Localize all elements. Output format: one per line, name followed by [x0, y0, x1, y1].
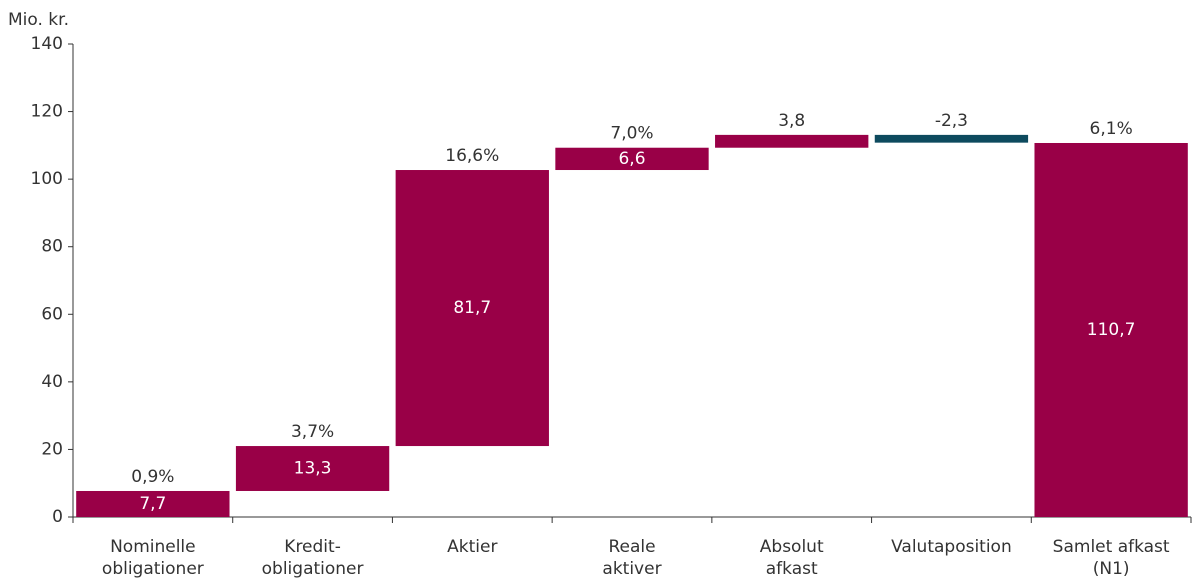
- y-axis-label: Mio. kr.: [8, 10, 69, 30]
- y-tick-label: 0: [52, 507, 63, 527]
- y-tick-label: 60: [41, 304, 63, 324]
- y-tick-label: 40: [41, 372, 63, 392]
- y-tick-label: 20: [41, 439, 63, 459]
- x-tick-label: Nominelle obligationer: [102, 537, 204, 579]
- y-tick-label: 100: [31, 169, 63, 189]
- bar: [395, 170, 549, 447]
- annotation: 6,1%: [1090, 119, 1133, 139]
- y-tick-label: 140: [31, 34, 63, 54]
- value-label: 3,8: [778, 111, 805, 131]
- value-label: 110,7: [1087, 320, 1136, 340]
- annotation: 16,6%: [445, 146, 499, 166]
- value-label: 7,7: [139, 494, 166, 514]
- y-tick-label: 120: [31, 102, 63, 122]
- bar: [715, 134, 869, 148]
- bar: [874, 134, 1029, 143]
- annotation: 7,0%: [610, 124, 653, 144]
- x-tick-label: Valutaposition: [891, 537, 1012, 557]
- value-label: -2,3: [935, 111, 968, 131]
- value-label: 6,6: [618, 149, 645, 169]
- bar: [1034, 142, 1188, 518]
- x-tick-label: Kredit-obligationer: [262, 537, 364, 579]
- value-label: 81,7: [453, 298, 491, 318]
- bar: [555, 147, 709, 171]
- x-tick-label: Absolut afkast: [760, 537, 824, 579]
- annotation: 3,7%: [291, 422, 334, 442]
- x-tick-label: Reale aktiver: [602, 537, 661, 579]
- bar: [76, 490, 230, 517]
- y-tick-label: 80: [41, 237, 63, 257]
- x-tick-label: Aktier: [447, 537, 497, 557]
- x-tick-label: Samlet afkast (N1): [1053, 537, 1170, 579]
- value-label: 13,3: [294, 459, 332, 479]
- annotation: 0,9%: [131, 467, 174, 487]
- bar: [235, 446, 390, 491]
